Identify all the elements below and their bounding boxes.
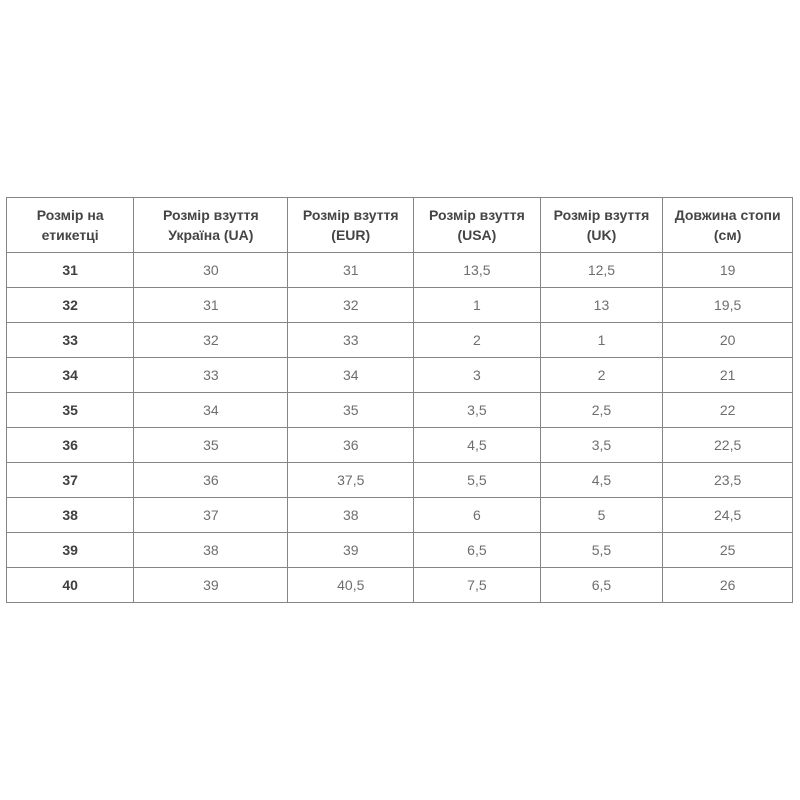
table-cell: 19 [662, 252, 793, 288]
table-cell: 13,5 [413, 252, 541, 288]
table-cell: 24,5 [662, 497, 793, 533]
row-label-cell: 39 [5, 532, 135, 568]
table-cell: 13 [539, 287, 664, 323]
table-cell: 5,5 [539, 532, 664, 568]
table-cell: 35 [133, 427, 289, 463]
table-cell: 21 [662, 357, 793, 393]
table-row: 32 31 32 1 13 19,5 [5, 287, 793, 323]
table-cell: 36 [287, 427, 415, 463]
table-cell: 25 [662, 532, 793, 568]
size-chart: Розмір на етикетці Розмір взуття Україна … [5, 197, 793, 603]
table-row: 33 32 33 2 1 20 [5, 322, 793, 358]
row-label-cell: 33 [5, 322, 135, 358]
table-cell: 31 [287, 252, 415, 288]
column-header: Довжина стопи (см) [662, 197, 793, 253]
row-label-cell: 36 [5, 427, 135, 463]
table-cell: 35 [287, 392, 415, 428]
table-cell: 2 [413, 322, 541, 358]
row-label-cell: 31 [5, 252, 135, 288]
row-label-cell: 38 [5, 497, 135, 533]
table-cell: 39 [287, 532, 415, 568]
table-cell: 6,5 [413, 532, 541, 568]
table-row: 34 33 34 3 2 21 [5, 357, 793, 393]
row-label-cell: 37 [5, 462, 135, 498]
table-cell: 2 [539, 357, 664, 393]
column-header: Розмір на етикетці [5, 197, 135, 253]
table-cell: 37,5 [287, 462, 415, 498]
size-chart-table: Розмір на етикетці Розмір взуття Україна … [5, 197, 793, 603]
table-cell: 33 [287, 322, 415, 358]
table-row: 35 34 35 3,5 2,5 22 [5, 392, 793, 428]
table-cell: 32 [133, 322, 289, 358]
table-cell: 1 [413, 287, 541, 323]
row-label-cell: 32 [5, 287, 135, 323]
table-cell: 38 [287, 497, 415, 533]
table-cell: 30 [133, 252, 289, 288]
table-cell: 40,5 [287, 567, 415, 603]
table-row: 39 38 39 6,5 5,5 25 [5, 532, 793, 568]
table-cell: 20 [662, 322, 793, 358]
table-cell: 4,5 [413, 427, 541, 463]
column-header: Розмір взуття (UK) [539, 197, 664, 253]
row-label-cell: 40 [5, 567, 135, 603]
table-row: 31 30 31 13,5 12,5 19 [5, 252, 793, 288]
column-header: Розмір взуття (USA) [413, 197, 541, 253]
table-row: 38 37 38 6 5 24,5 [5, 497, 793, 533]
table-cell: 2,5 [539, 392, 664, 428]
table-row: 37 36 37,5 5,5 4,5 23,5 [5, 462, 793, 498]
table-cell: 26 [662, 567, 793, 603]
table-cell: 19,5 [662, 287, 793, 323]
table-cell: 32 [287, 287, 415, 323]
table-cell: 23,5 [662, 462, 793, 498]
table-row: 40 39 40,5 7,5 6,5 26 [5, 567, 793, 603]
table-cell: 39 [133, 567, 289, 603]
column-header: Розмір взуття Україна (UA) [133, 197, 289, 253]
table-cell: 12,5 [539, 252, 664, 288]
table-cell: 38 [133, 532, 289, 568]
table-cell: 3,5 [413, 392, 541, 428]
table-row: 36 35 36 4,5 3,5 22,5 [5, 427, 793, 463]
table-cell: 34 [133, 392, 289, 428]
table-cell: 3,5 [539, 427, 664, 463]
table-cell: 6,5 [539, 567, 664, 603]
table-cell: 36 [133, 462, 289, 498]
table-cell: 7,5 [413, 567, 541, 603]
table-cell: 5 [539, 497, 664, 533]
column-header: Розмір взуття (EUR) [287, 197, 415, 253]
table-cell: 31 [133, 287, 289, 323]
table-cell: 6 [413, 497, 541, 533]
table-cell: 34 [287, 357, 415, 393]
table-cell: 22,5 [662, 427, 793, 463]
table-cell: 22 [662, 392, 793, 428]
table-cell: 1 [539, 322, 664, 358]
table-cell: 4,5 [539, 462, 664, 498]
table-cell: 5,5 [413, 462, 541, 498]
table-cell: 33 [133, 357, 289, 393]
row-label-cell: 34 [5, 357, 135, 393]
header-row: Розмір на етикетці Розмір взуття Україна … [5, 197, 793, 253]
table-cell: 3 [413, 357, 541, 393]
table-cell: 37 [133, 497, 289, 533]
row-label-cell: 35 [5, 392, 135, 428]
